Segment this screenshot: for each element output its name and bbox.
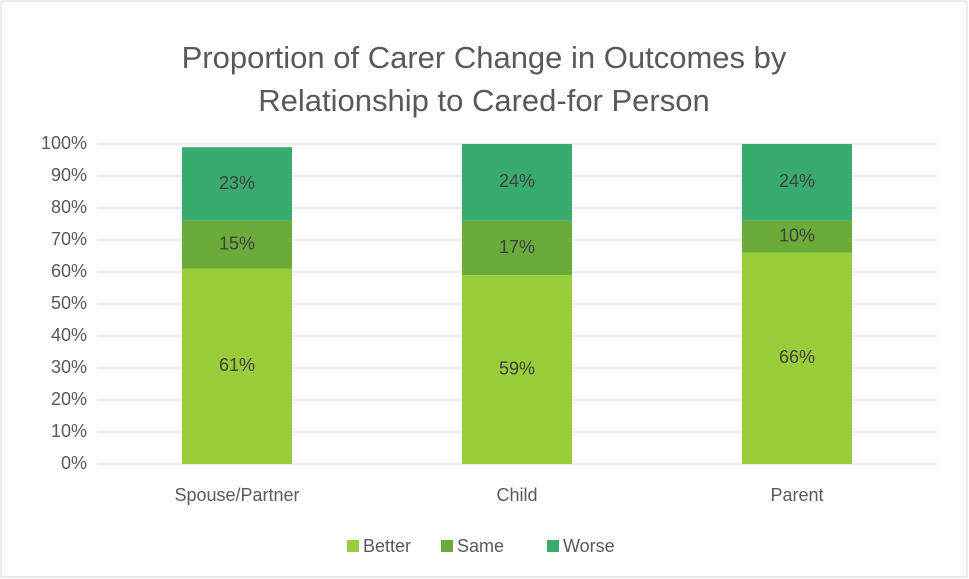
data-label: 61% — [219, 355, 255, 375]
y-tick-label: 40% — [51, 325, 87, 345]
legend-label: Worse — [563, 536, 615, 556]
data-label: 15% — [219, 234, 255, 254]
legend-label: Same — [457, 536, 504, 556]
chart-title: Relationship to Cared-for Person — [258, 83, 709, 118]
bar-segment — [742, 144, 852, 221]
bar-segment — [182, 268, 292, 464]
data-label: 24% — [499, 171, 535, 191]
data-label: 24% — [779, 171, 815, 191]
y-tick-label: 100% — [41, 133, 87, 153]
data-label: 17% — [499, 237, 535, 257]
legend-swatch — [347, 540, 359, 552]
x-tick-label: Spouse/Partner — [174, 485, 299, 505]
legend-label: Better — [363, 536, 411, 556]
data-label: 10% — [779, 226, 815, 246]
bar-segment — [462, 144, 572, 221]
y-tick-label: 50% — [51, 293, 87, 313]
data-label: 23% — [219, 173, 255, 193]
x-tick-label: Child — [496, 485, 537, 505]
data-label: 59% — [499, 358, 535, 378]
bar-segment — [462, 275, 572, 464]
data-label: 66% — [779, 347, 815, 367]
bar-segment — [182, 220, 292, 269]
x-tick-label: Parent — [770, 485, 823, 505]
legend-swatch — [441, 540, 453, 552]
y-tick-label: 30% — [51, 357, 87, 377]
y-tick-label: 20% — [51, 389, 87, 409]
chart-title: Proportion of Carer Change in Outcomes b… — [182, 40, 787, 75]
bar-segment — [182, 147, 292, 221]
bar-segment — [742, 252, 852, 464]
y-tick-label: 70% — [51, 229, 87, 249]
y-tick-label: 60% — [51, 261, 87, 281]
bar-segment — [462, 220, 572, 276]
legend-swatch — [547, 540, 559, 552]
bar-segment — [742, 220, 852, 253]
y-tick-label: 0% — [61, 453, 87, 473]
y-tick-label: 80% — [51, 197, 87, 217]
y-tick-label: 90% — [51, 165, 87, 185]
y-tick-label: 10% — [51, 421, 87, 441]
